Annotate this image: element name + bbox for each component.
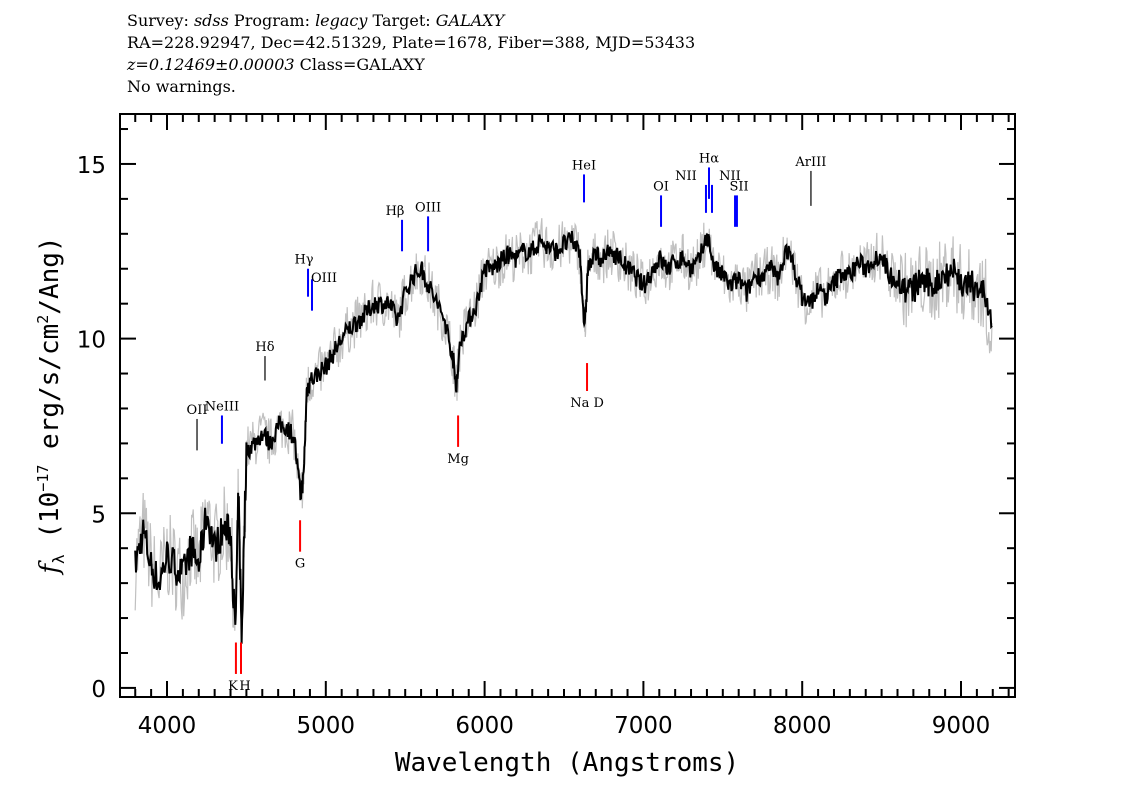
- y-axis-label: fλ (10−17 erg/s/cm2/Ang): [34, 236, 68, 575]
- line-label: Na D: [570, 396, 604, 411]
- raw-flux-line: [134, 218, 993, 631]
- survey-label: Survey:: [127, 11, 189, 30]
- axis-ticks: 4000 5000 6000 7000 8000 9000 0 5 10 15: [77, 114, 1015, 739]
- line-label: OII: [187, 403, 208, 418]
- raw-spectrum: [134, 218, 993, 631]
- x-tick-label: 9000: [932, 713, 991, 739]
- y-label-post: /Ang): [35, 236, 65, 314]
- line-label: Hγ: [294, 253, 313, 268]
- y-label-exp2: 2: [34, 315, 52, 324]
- target-label: Target:: [372, 11, 431, 30]
- smoothed-spectrum: [134, 230, 993, 644]
- program-label: Program:: [233, 11, 310, 30]
- line-label: NII: [719, 169, 741, 184]
- line-label: OIII: [311, 271, 337, 286]
- header-line-survey: Survey: sdss Program: legacy Target: GAL…: [127, 10, 695, 32]
- line-label: Hβ: [386, 204, 405, 219]
- spectrum-header: Survey: sdss Program: legacy Target: GAL…: [127, 10, 695, 98]
- line-label: Hδ: [255, 340, 274, 355]
- target-value: GALAXY: [435, 11, 505, 30]
- program-value: legacy: [315, 11, 368, 30]
- header-line-warnings: No warnings.: [127, 77, 236, 96]
- header-line-coords: RA=228.92947, Dec=42.51329, Plate=1678, …: [127, 33, 696, 52]
- line-label: SII: [729, 179, 748, 194]
- line-label: K: [228, 679, 238, 694]
- line-label: Hα: [699, 151, 719, 166]
- line-label: OI: [653, 179, 669, 194]
- line-label: G: [295, 557, 305, 572]
- y-label-exp1: −17: [34, 465, 52, 492]
- y-label-pre: (10: [35, 492, 65, 555]
- x-tick-label: 8000: [773, 713, 832, 739]
- y-tick-label: 10: [77, 328, 106, 354]
- smoothed-flux-line: [134, 230, 993, 644]
- line-label: NII: [675, 169, 697, 184]
- y-label-mid: erg/s/cm: [35, 324, 65, 465]
- class-value: Class=GALAXY: [299, 55, 425, 74]
- line-label: ArIII: [794, 155, 826, 170]
- y-tick-label: 0: [91, 677, 106, 703]
- y-tick-label: 5: [91, 502, 106, 528]
- y-tick-label: 15: [77, 153, 106, 179]
- x-tick-label: 6000: [455, 713, 514, 739]
- x-tick-label: 5000: [297, 713, 356, 739]
- line-label: H: [239, 679, 250, 694]
- plot-frame: [119, 113, 1016, 698]
- x-axis-label: Wavelength (Angstroms): [395, 748, 739, 778]
- line-label: OIII: [415, 200, 441, 215]
- line-label: Mg: [447, 452, 469, 467]
- line-label: HeI: [572, 158, 596, 173]
- y-label-sub: λ: [49, 554, 68, 564]
- redshift-value: z=0.12469±0.00003: [127, 55, 295, 74]
- header-line-redshift: z=0.12469±0.00003 Class=GALAXY: [127, 54, 695, 76]
- x-tick-label: 7000: [614, 713, 673, 739]
- x-tick-label: 4000: [138, 713, 197, 739]
- line-label: NeIII: [205, 399, 239, 414]
- survey-value: sdss: [193, 11, 229, 30]
